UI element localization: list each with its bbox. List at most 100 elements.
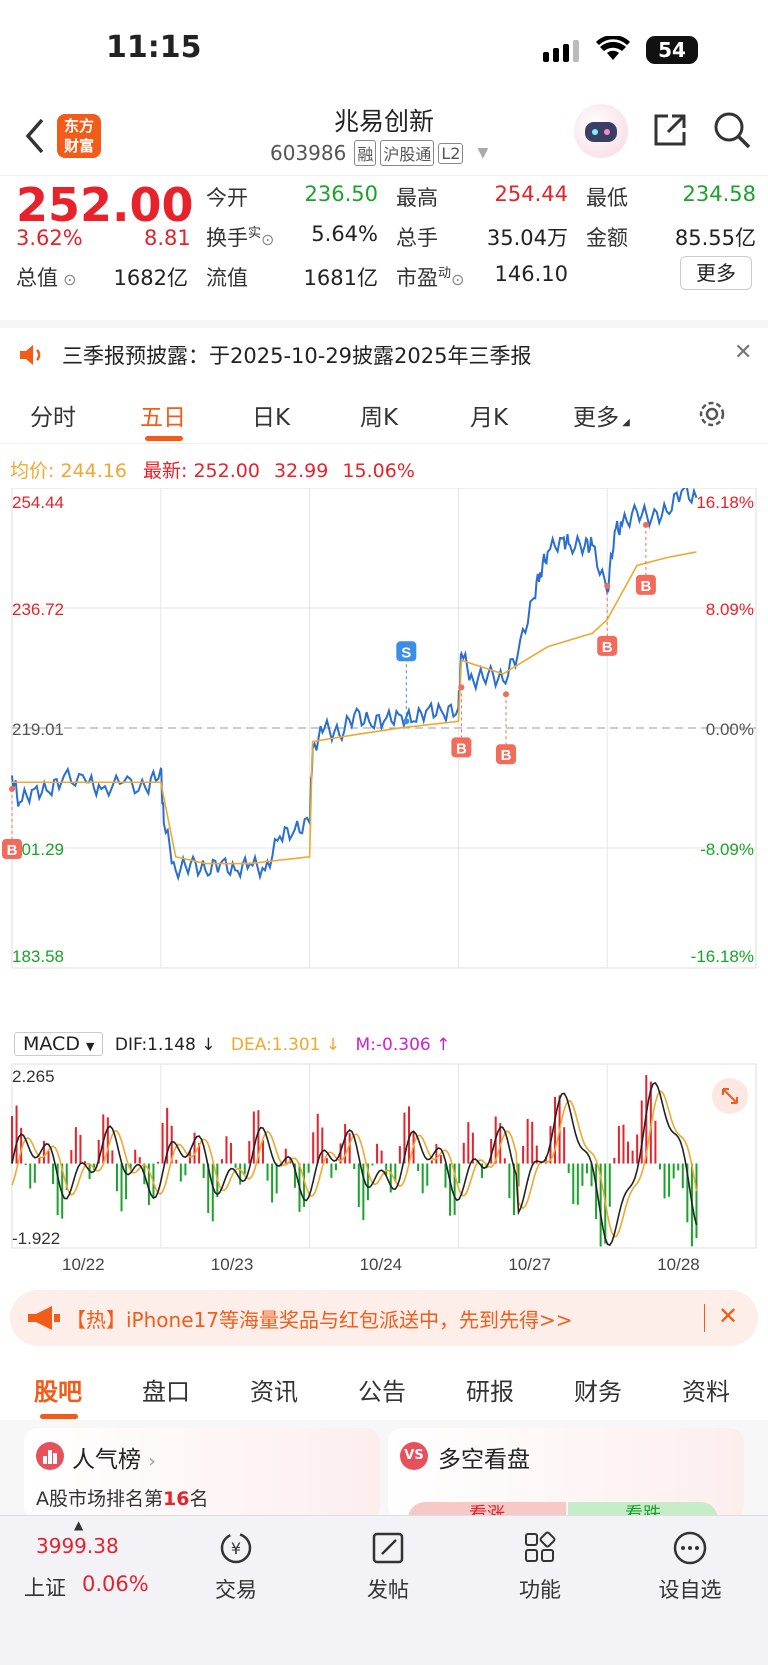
chart-tabs: 分时 五日 日K 周K 月K 更多 ◢ — [0, 384, 768, 444]
expand-icon[interactable] — [712, 1078, 748, 1114]
macd-histogram-bar — [321, 1127, 324, 1164]
tab-profile[interactable]: 资料 — [682, 1378, 730, 1406]
macd-histogram-bar — [239, 1163, 242, 1185]
macd-histogram-bar — [125, 1163, 128, 1200]
popularity-card[interactable]: 人气榜 › A股市场排名第16名 — [24, 1428, 380, 1520]
tab-financials[interactable]: 财务 — [574, 1378, 622, 1406]
y-left-tick-label: 201.29 — [12, 840, 64, 859]
macd-histogram-bar — [362, 1163, 365, 1221]
macd-histogram-bar — [512, 1163, 515, 1216]
marker-badge — [635, 574, 656, 595]
y-right-tick-label: 0.00% — [706, 720, 754, 739]
back-button[interactable] — [22, 116, 48, 156]
marker-badge — [451, 737, 472, 758]
tab-intraday[interactable]: 分时 — [30, 405, 76, 431]
macd-histogram-bar — [595, 1163, 598, 1220]
mktcap-value: 1682亿 — [113, 266, 188, 290]
tab-five-day[interactable]: 五日 — [140, 405, 186, 431]
bull-bear-card[interactable]: VS 多空看盘 看涨 看跌 — [388, 1428, 744, 1520]
tab-monthly-k[interactable]: 月K — [470, 405, 509, 431]
five-day-price-chart[interactable]: 254.44 16.18% 236.72 8.09% 219.01 0.00% 201.29… — [0, 488, 768, 1028]
pe-label: 市盈动⊙ — [396, 266, 465, 290]
amount-value: 85.55亿 — [674, 226, 756, 250]
macd-histogram-bar — [24, 1163, 27, 1166]
y-left-tick-label: 236.72 — [12, 600, 64, 619]
macd-histogram-bar — [157, 1161, 160, 1164]
status-bar: 11:15 54 — [0, 0, 768, 96]
current-price: 252.00 — [16, 178, 194, 232]
app-logo: 东方 财富 — [57, 114, 101, 158]
macd-histogram-bar — [220, 1159, 223, 1164]
share-icon[interactable] — [650, 110, 690, 150]
macd-histogram-bar — [554, 1096, 557, 1164]
settings-gear-icon[interactable] — [696, 398, 728, 430]
close-icon[interactable]: ✕ — [734, 340, 753, 365]
macd-histogram-bar — [56, 1163, 59, 1216]
volume-value: 35.04万 — [486, 226, 568, 250]
avg-series-line — [12, 551, 697, 865]
macd-histogram-bar — [453, 1163, 456, 1215]
index-quote[interactable]: ▲ 3999.38 上证 0.06% — [20, 1516, 160, 1626]
more-button[interactable]: 更多 — [680, 256, 752, 290]
tab-weekly-k[interactable]: 周K — [360, 405, 399, 431]
macd-histogram-bar — [540, 1163, 543, 1165]
marker-label: B — [7, 842, 18, 859]
y-right-tick-label: -8.09% — [700, 840, 754, 859]
macd-histogram-bar — [211, 1163, 214, 1222]
stock-code: 603986 — [270, 141, 347, 165]
macd-histogram-bar — [120, 1163, 123, 1212]
earnings-notice[interactable]: 三季报预披露：于2025-10-29披露2025年三季报 ✕ — [0, 320, 768, 384]
tab-announcement[interactable]: 公告 — [358, 1378, 406, 1406]
nav-watchlist[interactable]: 设自选 — [640, 1516, 740, 1626]
macd-histogram-bar — [225, 1136, 228, 1164]
macd-histogram-bar — [344, 1123, 347, 1164]
tab-research[interactable]: 研报 — [466, 1378, 514, 1406]
tab-forum[interactable]: 股吧 — [34, 1378, 82, 1406]
macd-histogram-bar — [672, 1163, 675, 1179]
marker-dot — [458, 684, 465, 691]
info-icon[interactable]: ⊙ — [261, 230, 275, 249]
macd-histogram-bar — [147, 1163, 150, 1205]
macd-histogram-bar — [645, 1075, 648, 1164]
vs-icon: VS — [400, 1442, 428, 1470]
macd-histogram-bar — [307, 1163, 310, 1173]
nav-post-label: 发帖 — [367, 1578, 409, 1602]
macd-histogram-bar — [585, 1163, 588, 1174]
low-value: 234.58 — [682, 182, 756, 206]
robot-avatar-icon[interactable] — [574, 104, 628, 158]
macd-histogram-bar — [613, 1157, 616, 1164]
promo-banner[interactable]: 【热】iPhone17等海量奖品与红包派送中，先到先得>> ✕ — [10, 1290, 758, 1346]
macd-histogram-bar — [61, 1163, 64, 1219]
tab-daily-k[interactable]: 日K — [252, 405, 291, 431]
macd-histogram-bar — [435, 1144, 438, 1164]
marker-badge — [496, 744, 517, 765]
macd-histogram-bar — [695, 1163, 698, 1239]
tab-orderbook[interactable]: 盘口 — [142, 1378, 190, 1406]
info-icon[interactable]: ⊙ — [451, 270, 465, 289]
stock-subtitle[interactable]: 603986 融 沪股通 L2 ▼ — [270, 140, 488, 166]
search-icon[interactable] — [712, 110, 752, 150]
nav-post[interactable]: 发帖 — [338, 1516, 438, 1626]
macd-selector[interactable]: MACD ▼ — [14, 1032, 104, 1056]
macd-histogram-bar — [47, 1150, 50, 1164]
macd-histogram-bar — [29, 1163, 32, 1189]
nav-functions-label: 功能 — [519, 1578, 561, 1602]
macd-histogram-bar — [508, 1163, 511, 1199]
macd-histogram-bar — [234, 1163, 237, 1168]
macd-histogram-bar — [471, 1132, 474, 1164]
tag-margin: 融 — [354, 140, 377, 166]
tab-more[interactable]: 更多 ◢ — [573, 405, 630, 431]
macd-histogram-bar — [348, 1133, 351, 1164]
macd-histogram-bar — [161, 1122, 164, 1164]
tab-news[interactable]: 资讯 — [250, 1378, 298, 1406]
battery-level: 54 — [658, 38, 686, 62]
nav-functions[interactable]: 功能 — [490, 1516, 590, 1626]
macd-histogram-bar — [15, 1105, 18, 1164]
nav-trade[interactable]: ¥ 交易 — [186, 1516, 286, 1626]
macd-histogram-bar — [261, 1140, 264, 1164]
close-icon[interactable]: ✕ — [718, 1302, 739, 1330]
macd-histogram-bar — [325, 1158, 328, 1164]
info-icon[interactable]: ⊙ — [58, 270, 77, 289]
macd-histogram-bar — [303, 1163, 306, 1207]
